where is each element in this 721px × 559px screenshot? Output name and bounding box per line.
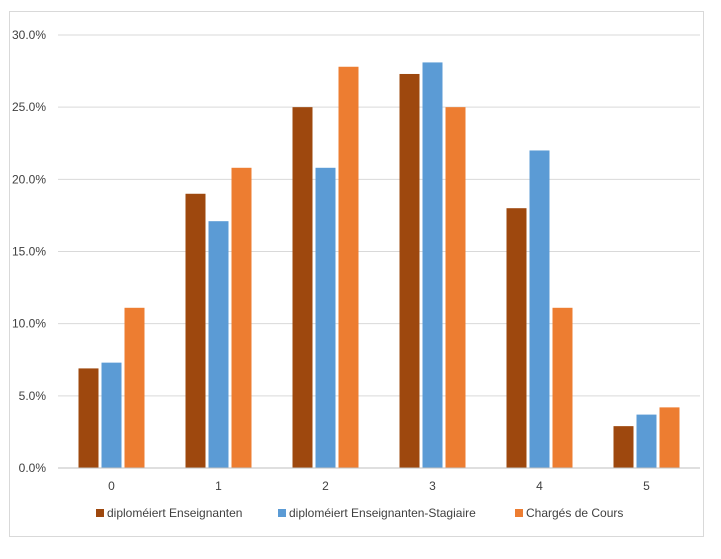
legend-swatch [96, 509, 104, 517]
x-tick-label: 1 [215, 479, 222, 493]
bar [506, 208, 527, 468]
legend-swatch [515, 509, 523, 517]
bar [659, 407, 680, 468]
y-tick-label: 20.0% [12, 172, 46, 186]
bar [422, 62, 443, 468]
legend-label: Chargés de Cours [526, 506, 623, 520]
legend-swatch [278, 509, 286, 517]
bar [315, 167, 336, 468]
bar [185, 193, 206, 468]
bar [124, 307, 145, 468]
bar [208, 221, 229, 468]
y-tick-label: 15.0% [12, 245, 46, 259]
x-tick-label: 0 [108, 479, 115, 493]
bar [292, 107, 313, 469]
legend-label: diploméiert Enseignanten-Stagiaire [289, 506, 476, 520]
bar [636, 414, 657, 468]
bar [445, 107, 466, 469]
x-tick-label: 4 [536, 479, 543, 493]
bar [231, 167, 252, 468]
bar [78, 368, 99, 468]
bar [101, 362, 122, 468]
x-axis-tick-labels: 0 1 2 3 4 5 [108, 479, 650, 493]
bar [529, 150, 550, 468]
legend: diploméiert Enseignanten diploméiert Ense… [96, 506, 623, 520]
bars [78, 62, 680, 469]
x-tick-label: 3 [429, 479, 436, 493]
y-axis-tick-labels: 0.0% 5.0% 10.0% 15.0% 20.0% 25.0% 30.0% [12, 28, 46, 475]
bar [613, 426, 634, 468]
y-tick-label: 25.0% [12, 100, 46, 114]
legend-label: diploméiert Enseignanten [107, 506, 242, 520]
x-tick-label: 5 [643, 479, 650, 493]
y-tick-label: 5.0% [19, 389, 47, 403]
bar [552, 307, 573, 468]
bar [399, 73, 420, 468]
y-tick-label: 10.0% [12, 317, 46, 331]
x-tick-label: 2 [322, 479, 329, 493]
gridlines [58, 34, 700, 397]
y-tick-label: 0.0% [19, 461, 47, 475]
y-tick-label: 30.0% [12, 28, 46, 42]
bar [338, 66, 359, 469]
